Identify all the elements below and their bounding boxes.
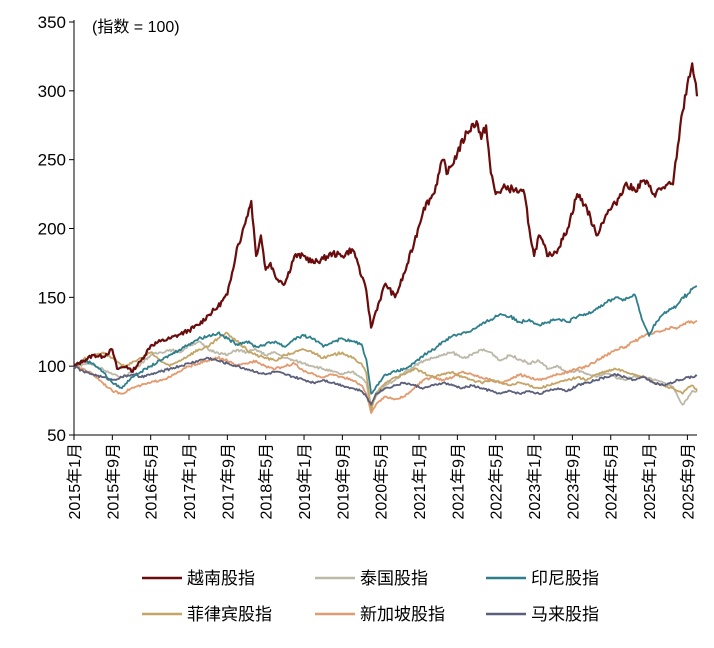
x-tick-label: 2025年1月 xyxy=(641,443,659,520)
y-tick-label: 350 xyxy=(38,13,66,32)
series-line-1 xyxy=(73,62,699,373)
y-tick-label: 100 xyxy=(38,357,66,376)
x-tick-label: 2023年9月 xyxy=(564,443,582,520)
index-annotation: (指数 = 100) xyxy=(92,18,180,36)
x-tick-label: 2019年9月 xyxy=(334,443,352,520)
y-tick-label: 250 xyxy=(38,151,66,170)
series-line-6 xyxy=(73,356,698,406)
y-tick-label: 300 xyxy=(38,82,66,101)
series-layer xyxy=(73,62,699,414)
series-line-5 xyxy=(73,319,698,414)
legend-label: 泰国股指 xyxy=(360,569,428,588)
x-tick-label: 2023年1月 xyxy=(526,443,544,520)
legend-label: 新加坡股指 xyxy=(360,605,445,624)
x-tick-label: 2017年9月 xyxy=(219,443,237,520)
x-tick-label: 2017年1月 xyxy=(181,443,199,520)
x-tick-label: 2021年9月 xyxy=(449,443,467,520)
x-tick-label: 2018年5月 xyxy=(258,443,276,520)
x-tick-label: 2020年5月 xyxy=(373,443,391,520)
legend-label: 越南股指 xyxy=(187,569,255,588)
x-tick-label: 2024年5月 xyxy=(603,443,621,520)
legend-label: 菲律宾股指 xyxy=(187,605,272,624)
axes: 50 100 150 200 250 300 350 2015年1月 2015年9月 2016年5… xyxy=(38,13,698,520)
series-line-4 xyxy=(73,331,698,412)
legend-label: 马来股指 xyxy=(531,605,599,624)
y-tick-label: 150 xyxy=(38,288,66,307)
y-tick-label: 50 xyxy=(47,426,66,445)
x-tick-label: 2016年5月 xyxy=(143,443,161,520)
x-tick-label: 2021年1月 xyxy=(411,443,429,520)
x-tick-label: 2015年1月 xyxy=(66,443,84,520)
series-line-3 xyxy=(73,285,698,395)
legend-label: 印尼股指 xyxy=(531,569,599,588)
x-tick-label: 2022年5月 xyxy=(488,443,506,520)
x-tick-label: 2025年9月 xyxy=(679,443,697,520)
y-tick-label: 200 xyxy=(38,220,66,239)
x-tick-label: 2019年1月 xyxy=(296,443,314,520)
x-tick-label: 2015年9月 xyxy=(104,443,122,520)
